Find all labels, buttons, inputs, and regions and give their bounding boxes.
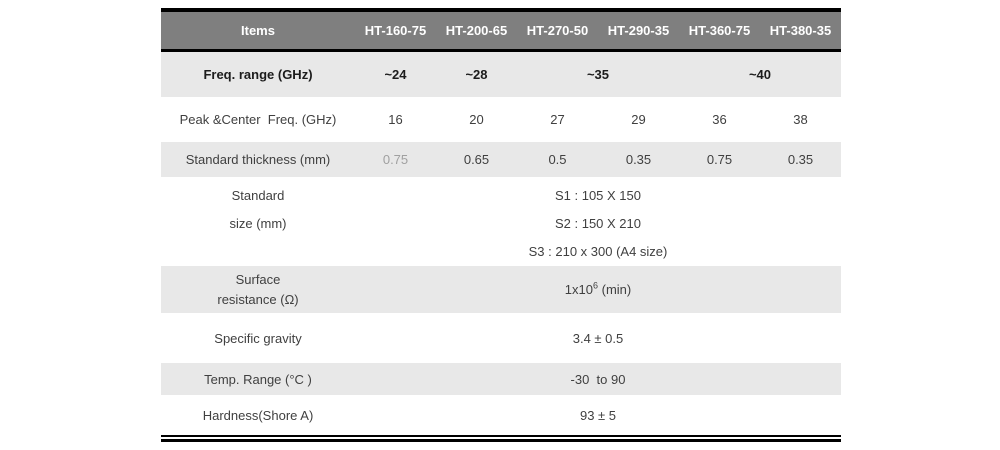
- cell-peak-6: 38: [793, 112, 808, 127]
- surface-resistance-label-line1: Surface: [235, 271, 281, 287]
- row-label-peak-center-freq: Peak &Center Freq. (GHz): [179, 112, 337, 127]
- row-standard-size: Standard size (mm) S1 : 105 X 150 S2 : 150…: [161, 177, 841, 266]
- cell-freq-range-3: ~35: [517, 50, 679, 97]
- row-peak-center-freq: Peak &Center Freq. (GHz) 16 20 27 29 36 …: [161, 97, 841, 142]
- cell-peak-5: 36: [712, 112, 727, 127]
- standard-size-label-line2: size (mm): [229, 216, 287, 231]
- column-header-model-1: HT-160-75: [355, 10, 436, 52]
- cell-hardness: 93 ± 5: [579, 407, 617, 423]
- row-standard-thickness: Standard thickness (mm) 0.75 0.65 0.5 0.…: [161, 142, 841, 177]
- cell-thickness-2: 0.65: [436, 142, 517, 177]
- row-surface-resistance: Surface resistance (Ω) 1x106 (min): [161, 266, 841, 313]
- column-header-items: Items: [161, 10, 355, 52]
- column-header-model-2: HT-200-65: [436, 10, 517, 52]
- cell-freq-range-4: ~40: [679, 50, 841, 97]
- cell-freq-range-1: ~24: [355, 50, 436, 97]
- row-label-standard-thickness: Standard thickness (mm): [161, 142, 355, 177]
- cell-peak-2: 20: [469, 112, 484, 127]
- column-header-model-4: HT-290-35: [598, 10, 679, 52]
- table-header-row: Items HT-160-75 HT-200-65 HT-270-50 HT-2…: [161, 10, 841, 52]
- row-specific-gravity: Specific gravity 3.4 ± 0.5: [161, 313, 841, 363]
- cell-specific-gravity: 3.4 ± 0.5: [572, 330, 624, 346]
- size-s1: S1 : 105 X 150: [554, 188, 641, 203]
- cell-temp-range: -30 to 90: [355, 363, 841, 395]
- row-label-specific-gravity: Specific gravity: [214, 330, 302, 346]
- cell-thickness-3: 0.5: [517, 142, 598, 177]
- row-label-freq-range: Freq. range (GHz): [161, 50, 355, 97]
- cell-peak-3: 27: [550, 112, 565, 127]
- surface-resistance-suffix: (min): [598, 282, 632, 297]
- row-hardness: Hardness(Shore A) 93 ± 5: [161, 395, 841, 435]
- row-label-standard-size: Standard size (mm): [161, 177, 355, 266]
- size-s3: S3 : 210 x 300 (A4 size): [528, 244, 668, 259]
- cell-freq-range-2: ~28: [436, 50, 517, 97]
- column-header-model-6: HT-380-35: [760, 10, 841, 52]
- cell-peak-1: 16: [388, 112, 403, 127]
- spec-table-grid: Items HT-160-75 HT-200-65 HT-270-50 HT-2…: [161, 8, 841, 435]
- cell-thickness-6: 0.35: [760, 142, 841, 177]
- column-header-model-3: HT-270-50: [517, 10, 598, 52]
- size-s2: S2 : 150 X 210: [554, 216, 641, 231]
- row-freq-range: Freq. range (GHz) ~24 ~28 ~35 ~40: [161, 50, 841, 97]
- row-label-surface-resistance: Surface resistance (Ω): [161, 266, 355, 313]
- table-bottom-border: [161, 435, 841, 442]
- surface-resistance-exponent: 6: [592, 280, 598, 291]
- spec-table: Items HT-160-75 HT-200-65 HT-270-50 HT-2…: [161, 8, 841, 442]
- row-label-hardness: Hardness(Shore A): [202, 407, 314, 423]
- cell-thickness-4: 0.35: [598, 142, 679, 177]
- row-label-temp-range: Temp. Range (°C ): [161, 363, 355, 395]
- surface-resistance-label-line2: resistance (Ω): [217, 291, 299, 307]
- row-temp-range: Temp. Range (°C ) -30 to 90: [161, 363, 841, 395]
- surface-resistance-base: 1x10: [564, 282, 593, 297]
- cell-standard-size: S1 : 105 X 150 S2 : 150 X 210 S3 : 210 x 3…: [355, 177, 841, 266]
- standard-size-label-line1: Standard: [231, 188, 285, 203]
- cell-peak-4: 29: [631, 112, 646, 127]
- cell-thickness-5: 0.75: [679, 142, 760, 177]
- cell-thickness-1: 0.75: [355, 142, 436, 177]
- cell-surface-resistance: 1x106 (min): [355, 266, 841, 313]
- column-header-model-5: HT-360-75: [679, 10, 760, 52]
